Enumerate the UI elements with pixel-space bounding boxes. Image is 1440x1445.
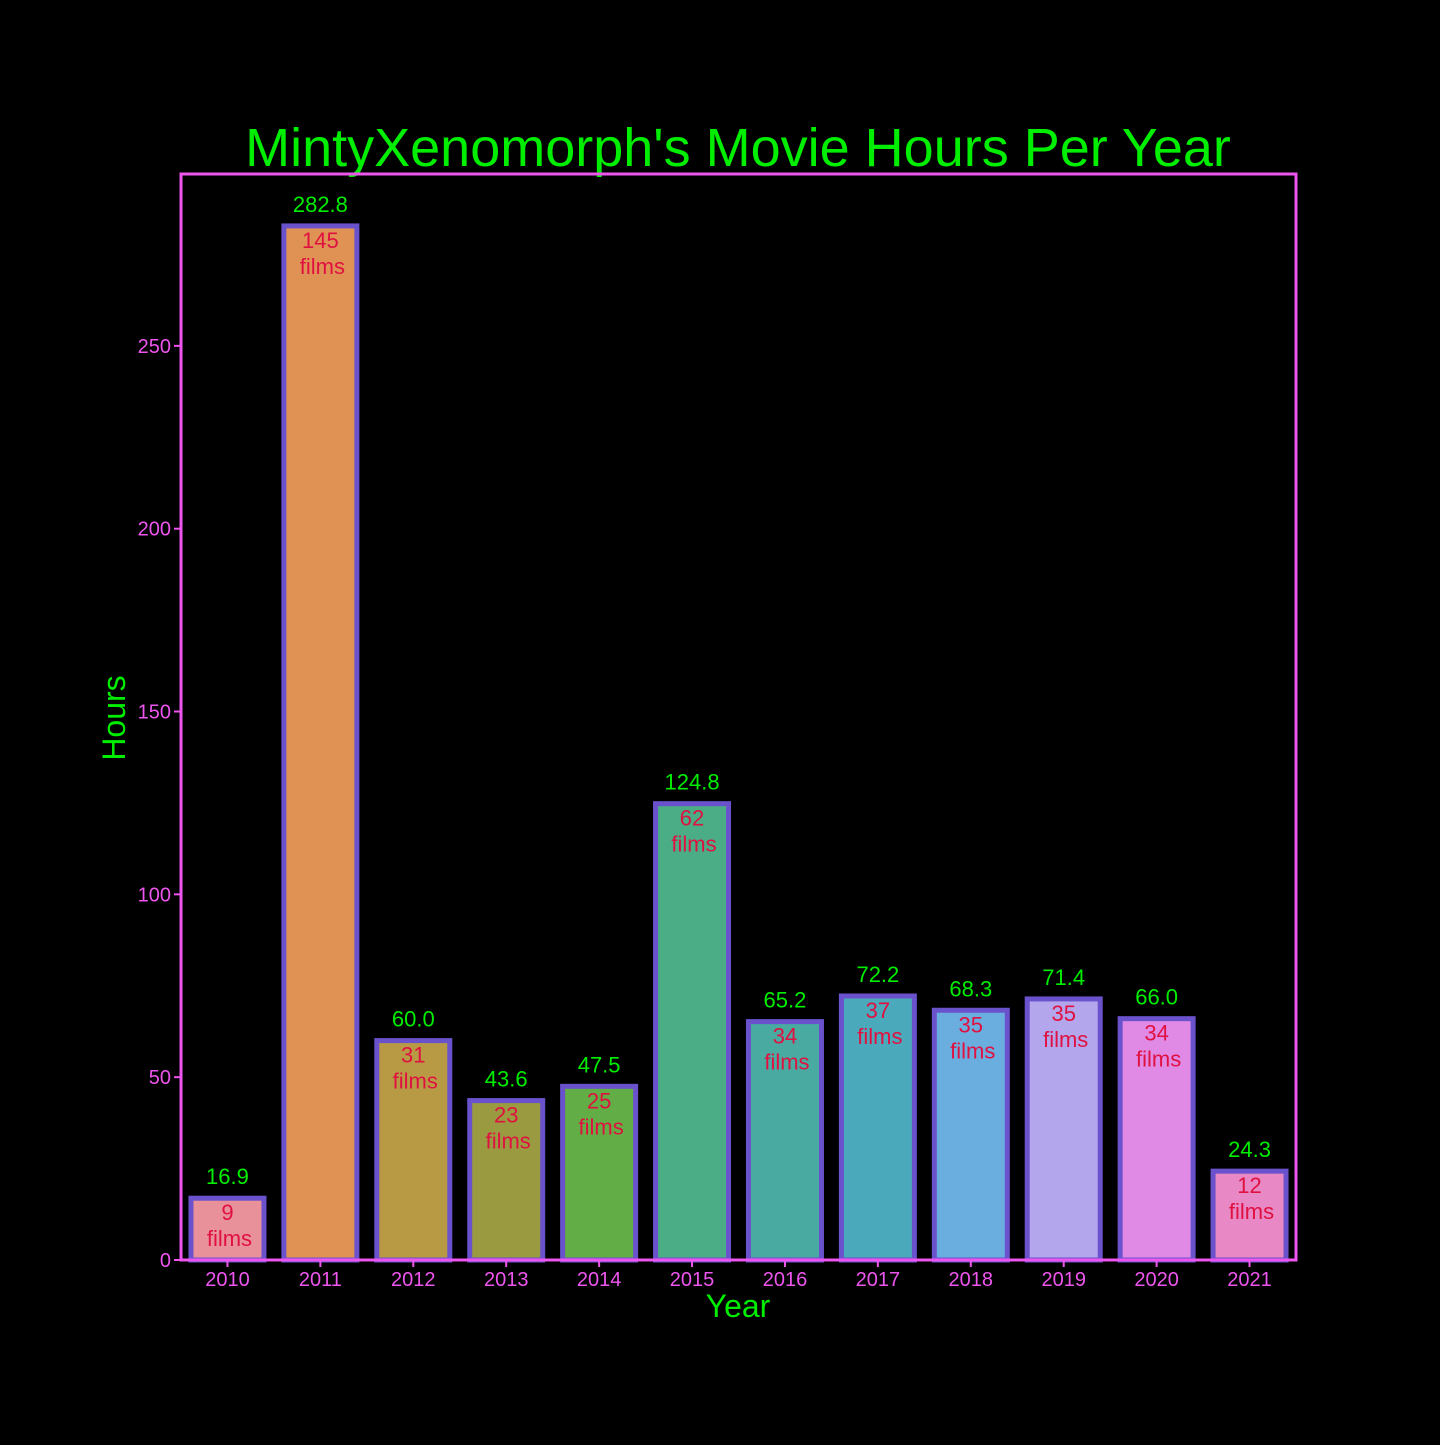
bars-layer [188, 223, 1289, 1263]
plot-frame [179, 172, 1298, 1262]
value-label: 68.3 [949, 976, 992, 1001]
x-ticks-layer: 2010 2011 2012 2013 2014 2015 2016 2017 2018 2019… [205, 1260, 1272, 1291]
value-label: 24.3 [1228, 1137, 1271, 1162]
x-axis-label: Year [706, 1288, 771, 1324]
x-tick-label: 2016 [763, 1269, 808, 1291]
value-label: 72.2 [856, 962, 899, 987]
value-label: 282.8 [293, 192, 348, 217]
value-label: 47.5 [578, 1052, 621, 1077]
film-count-label: 34 films [1136, 1021, 1181, 1072]
value-label: 43.6 [485, 1067, 528, 1092]
bar-2015 [653, 801, 732, 1263]
film-count-unit: films [300, 254, 345, 279]
film-count-label: 35 films [950, 1012, 995, 1063]
film-count-unit: films [486, 1129, 531, 1154]
film-count-label: 34 films [764, 1024, 809, 1075]
x-tick-label: 2018 [949, 1269, 994, 1291]
value-label: 124.8 [665, 770, 720, 795]
film-count-number: 34 [1144, 1021, 1168, 1046]
y-tick-label: 250 [138, 336, 171, 358]
film-count-label: 145 films [300, 228, 345, 279]
value-label: 16.9 [206, 1164, 249, 1189]
value-label: 66.0 [1135, 985, 1178, 1010]
value-label: 71.4 [1042, 965, 1085, 990]
film-count-number: 31 [401, 1043, 425, 1068]
film-count-unit: films [857, 1024, 902, 1049]
bar-2011 [281, 223, 360, 1263]
film-count-label: 31 films [393, 1043, 438, 1094]
y-tick-label: 200 [138, 519, 171, 541]
bar-2017 [838, 993, 917, 1263]
film-count-number: 35 [959, 1012, 983, 1037]
x-tick-label: 2012 [391, 1269, 436, 1291]
film-count-unit: films [764, 1050, 809, 1075]
film-count-number: 62 [680, 806, 704, 831]
x-tick-label: 2010 [205, 1269, 250, 1291]
y-tick-label: 50 [149, 1067, 171, 1089]
film-count-label: 9 films [207, 1200, 252, 1251]
film-count-label: 37 films [857, 998, 902, 1049]
film-count-number: 25 [587, 1088, 611, 1113]
bar-2014 [560, 1083, 639, 1263]
film-count-unit: films [393, 1069, 438, 1094]
film-count-unit: films [1136, 1047, 1181, 1072]
y-tick-label: 150 [138, 702, 171, 724]
y-tick-label: 100 [138, 884, 171, 906]
value-label: 60.0 [392, 1007, 435, 1032]
film-count-unit: films [1229, 1199, 1274, 1224]
x-tick-label: 2015 [670, 1269, 715, 1291]
film-count-label: 62 films [671, 806, 716, 857]
film-count-unit: films [1043, 1027, 1088, 1052]
x-tick-label: 2011 [299, 1269, 342, 1291]
film-count-unit: films [579, 1114, 624, 1139]
y-tick-label: 0 [160, 1250, 171, 1272]
film-count-number: 23 [494, 1103, 518, 1128]
film-count-unit: films [950, 1038, 995, 1063]
y-ticks-layer: 0 50 100 150 200 250 [138, 336, 181, 1272]
film-count-number: 145 [302, 228, 339, 253]
film-count-number: 37 [866, 998, 890, 1023]
x-tick-label: 2013 [484, 1269, 529, 1291]
film-count-label: 23 films [486, 1103, 531, 1154]
y-axis-label: Hours [96, 675, 132, 760]
x-tick-label: 2014 [577, 1269, 622, 1291]
x-tick-label: 2021 [1227, 1269, 1272, 1291]
chart-title: MintyXenomorph's Movie Hours Per Year [245, 118, 1231, 178]
film-count-unit: films [671, 832, 716, 857]
x-tick-label: 2019 [1041, 1269, 1086, 1291]
film-count-number: 35 [1051, 1001, 1075, 1026]
film-count-number: 9 [221, 1200, 233, 1225]
film-count-label: 35 films [1043, 1001, 1088, 1052]
x-tick-label: 2020 [1134, 1269, 1179, 1291]
x-tick-label: 2017 [856, 1269, 901, 1291]
film-count-label: 25 films [579, 1088, 624, 1139]
film-count-number: 34 [773, 1024, 797, 1049]
bar-2019 [1024, 996, 1103, 1263]
film-count-unit: films [207, 1226, 252, 1251]
value-label: 65.2 [764, 988, 807, 1013]
film-count-number: 12 [1237, 1173, 1261, 1198]
film-count-label: 12 films [1229, 1173, 1274, 1224]
bar-2021 [1210, 1168, 1289, 1263]
